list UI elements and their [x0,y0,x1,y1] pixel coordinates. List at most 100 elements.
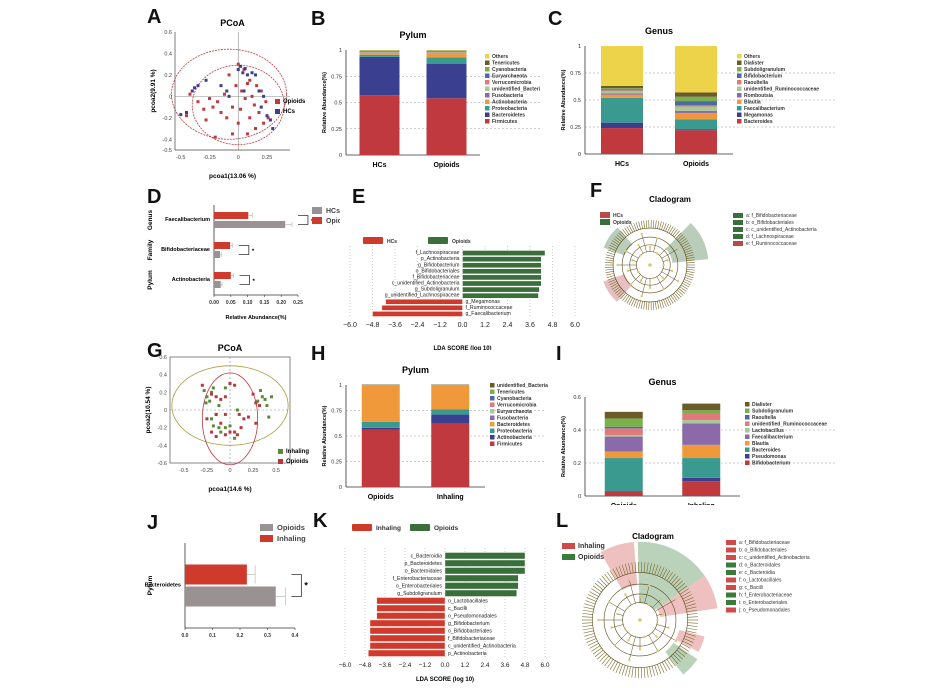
lda-bar-label: o_Lactobacillales [448,599,488,605]
leaf-branch [654,220,657,229]
legend-swatch-lactobacillus [745,428,750,433]
x-tick-label: 0.00 [209,300,219,306]
x-tick-label: 0.4 [292,633,299,639]
leaf-branch [681,282,690,288]
leaf-branch [684,635,695,640]
lda-bar-label: p_Bacteroidetes [405,561,443,567]
bar-segment-lactobacillus [682,420,721,424]
lda-bar-c-unidentified-actinobacteria [462,280,542,287]
confidence-ellipse-opioids [201,372,259,466]
leaf-branch [676,649,686,657]
lda-bar-g-subdoligranulum [444,589,517,597]
lda-bar-label: p_Actinobacteria [421,256,460,262]
legend-swatch-firmicutes [490,441,495,446]
leaf-branch [676,234,684,241]
leaf-branch [606,273,615,276]
node [616,612,619,616]
legend-swatch-proteobacteria [490,428,495,433]
leaf-branch [604,657,612,667]
legend-label: Lactobacillus [752,428,784,434]
leaf-branch [673,292,680,300]
x-tick-label: Inhaling [688,503,715,505]
data-point-inhaling [204,401,208,405]
legend-label: Opioids [283,99,306,105]
bar-segment-bifidobacterium [682,481,721,496]
bar-segment-fusobacteria [359,52,400,54]
bar-segment-raoultella [675,105,717,107]
node [662,263,665,267]
legend-label: Inhaling [578,543,605,550]
legend-swatch-dialister [745,402,750,407]
x-tick-label: −4.8 [366,322,380,329]
legend-label: unidentified_Bacteria [497,383,548,389]
y-tick-label: -0.4 [163,137,172,143]
clade-highlight-sector [665,223,709,263]
legend-swatch-cyanobacteria [485,67,490,72]
clade-highlight-sector [656,575,718,617]
data-point-inhaling [202,389,206,393]
branch [609,602,626,612]
data-point-opioids [214,395,218,399]
data-point-opioids [255,84,259,88]
legend-swatch-hcs [275,109,280,114]
panel-label-a: A [147,6,162,28]
legend-label: Raoultella [752,415,776,421]
bar-hcs-actinobacteria [214,281,221,288]
bar-segment-pseudomonas [682,477,721,482]
data-point-hcs [227,94,231,98]
chart-title: Pylum [402,365,429,375]
leaf-branch [673,230,680,238]
data-point-inhaling [265,404,269,408]
pcoa-chart-g: PCoA 0.6 0.4 0.2 0 -0.2 -0.4 -0.6 -0.5 -0.25 0 0.25… [145,343,309,493]
legend-label: Firmicutes [497,442,523,448]
leaf-branch [597,651,606,660]
leaf-branch [659,221,662,230]
y-tick-label: 1 [578,44,581,50]
legend-swatch-bacteroidetes [485,112,490,117]
leaf-branch [634,667,637,678]
significance-bracket [238,245,250,255]
legend-label: Others [492,54,508,60]
leaf-branch [683,247,692,251]
y-tick-label: 0.75 [331,409,342,415]
data-point-inhaling [223,426,227,430]
taxonomy-ring [592,572,688,668]
leaf-branch [621,564,626,575]
stacked-bar-chart-c: Genus 0 0.25 0.5 0.75 1 Relative Abundance(%) H… [561,26,835,168]
x-axis-label: pcoa1(13.06 %) [209,173,256,180]
node [637,270,640,273]
data-point-opioids [231,132,234,136]
branch [656,624,669,628]
data-point-opioids [248,116,252,120]
leaf-branch [661,568,668,579]
cladogram-l: Cladogram Inhaling Opioids a: f_Bifidobacte… [562,532,810,678]
legend-swatch-raoultella [745,415,750,420]
data-point-opioids [202,107,206,111]
y-tick-label: 0.6 [159,355,167,361]
legend-label: Inhaling [277,534,306,543]
leaf-branch [614,288,622,294]
y-tick-label: 1 [339,48,342,54]
bar-segment-unidentified-ruminococcaceae [601,91,643,94]
data-point-opioids [235,433,239,437]
legend-label: Inhaling [286,449,309,455]
leaf-branch [607,571,614,581]
x-tick-label: -0.25 [201,468,214,474]
data-point-opioids [242,417,246,421]
panel-label-j: J [147,512,159,534]
y-tick-label: 0.25 [331,460,342,466]
bar-segment-firmicutes [359,95,400,155]
data-point-hcs [259,105,263,109]
x-tick-label: Opioids [611,503,637,505]
leaf-branch [659,300,662,309]
bar-segment-romboutsia [675,110,717,113]
chart-title: Pylum [399,30,426,40]
legend-label: Opioids [578,554,604,561]
lda-bar-label: g_Faecalibacterium [466,311,511,317]
x-tick-label: 0 [237,155,240,161]
leaf-branch [624,227,630,235]
branch [648,634,658,651]
leaf-branch [649,563,652,574]
x-tick-label: 2.4 [503,322,513,329]
legend-swatch-opioids [600,219,610,225]
